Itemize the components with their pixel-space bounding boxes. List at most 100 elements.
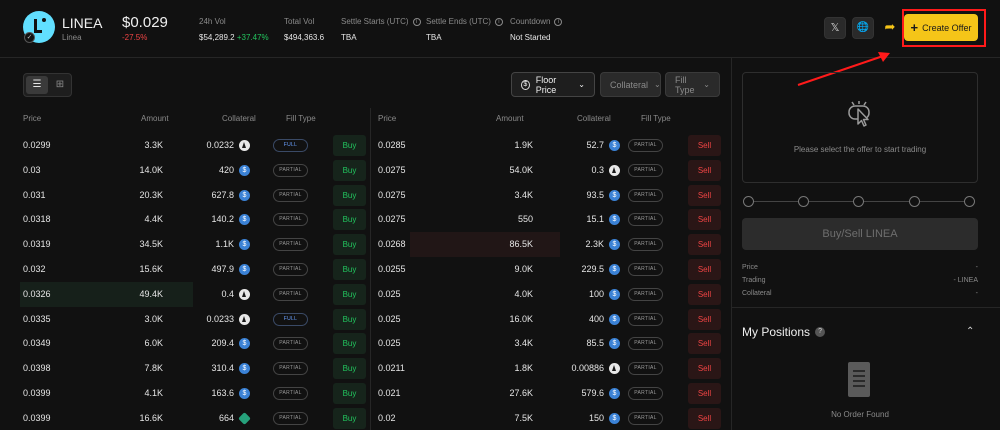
sell-order-row[interactable]: 0.025 4.0K 100 PARTIAL Sell (370, 282, 730, 307)
slider-step-50[interactable] (853, 196, 864, 207)
fill-type-dropdown[interactable]: Fill Type ⌄ (665, 72, 720, 97)
order-amount: 27.6K (509, 388, 533, 398)
sell-button[interactable]: Sell (688, 209, 721, 231)
sell-order-row[interactable]: 0.0255 9.0K 229.5 PARTIAL Sell (370, 257, 730, 282)
sell-button[interactable]: Sell (688, 407, 721, 429)
buy-button[interactable]: Buy (333, 283, 366, 305)
order-amount: 4.0K (514, 288, 533, 299)
order-price: 0.025 (378, 288, 401, 299)
sell-button[interactable]: Sell (688, 184, 721, 206)
usdc-coin-icon (609, 264, 620, 275)
sell-button[interactable]: Sell (688, 383, 721, 404)
sell-button[interactable]: Sell (688, 308, 721, 330)
buy-button[interactable]: Buy (333, 184, 366, 206)
vol24-change: +37.47% (236, 33, 269, 42)
summary-collateral-label: Collateral (742, 290, 772, 297)
fill-type-filter-label: Fill Type (675, 74, 695, 95)
fill-type-badge: PARTIAL (628, 287, 663, 301)
chevron-up-icon[interactable]: ⌃ (966, 326, 975, 337)
info-icon[interactable]: i (412, 17, 421, 26)
settle-start-label: Settle Starts (UTC) (341, 17, 409, 26)
buy-order-row[interactable]: 0.0399 4.1K 163.6 PARTIAL Buy (0, 381, 366, 406)
eth-coin-icon (239, 288, 250, 300)
usdc-coin-icon (609, 140, 620, 151)
stat-label: 24h Vol (199, 17, 226, 26)
sell-order-row[interactable]: 0.021 27.6K 579.6 PARTIAL Sell (370, 381, 730, 406)
floor-price-dropdown[interactable]: $ Floor Price ⌄ (511, 72, 595, 97)
buy-order-row[interactable]: 0.0399 16.6K 664 PARTIAL Buy (0, 406, 366, 430)
list-view-icon[interactable]: ☰ (26, 76, 48, 94)
order-price: 0.0349 (23, 338, 51, 349)
buy-order-row[interactable]: 0.0349 6.0K 209.4 PARTIAL Buy (0, 331, 366, 356)
buy-order-row[interactable]: 0.0335 3.0K 0.0233 FULL Buy (0, 307, 366, 332)
fill-type-badge: PARTIAL (273, 213, 308, 227)
slider-step-75[interactable] (909, 196, 920, 207)
stat-total-vol: Total Vol $494,363.6 (284, 17, 324, 42)
sell-order-row[interactable]: 0.0275 550 15.1 PARTIAL Sell (370, 207, 730, 232)
sell-button[interactable]: Sell (688, 159, 721, 181)
slider-step-25[interactable] (798, 196, 809, 207)
collateral-dropdown[interactable]: Collateral ⌄ (600, 72, 661, 97)
buy-button[interactable]: Buy (333, 308, 366, 330)
sell-order-row[interactable]: 0.02 7.5K 150 PARTIAL Sell (370, 406, 730, 430)
x-social-icon[interactable]: 𝕏 (824, 17, 846, 39)
create-offer-button[interactable]: + Create Offer (904, 14, 978, 41)
sell-button[interactable]: Sell (688, 259, 721, 280)
buy-button[interactable]: Buy (333, 383, 366, 404)
globe-icon[interactable]: 🌐 (852, 17, 874, 39)
buy-button[interactable]: Buy (333, 259, 366, 280)
buy-button[interactable]: Buy (333, 209, 366, 231)
sell-order-row[interactable]: 0.0275 54.0K 0.3 PARTIAL Sell (370, 158, 730, 183)
fill-type-badge: FULL (273, 312, 308, 326)
buy-order-row[interactable]: 0.032 15.6K 497.9 PARTIAL Buy (0, 257, 366, 282)
share-icon[interactable]: ➦ (884, 19, 896, 34)
order-price: 0.0299 (23, 140, 51, 150)
buy-order-row[interactable]: 0.03 14.0K 420 PARTIAL Buy (0, 158, 366, 183)
buy-order-row[interactable]: 0.0319 34.5K 1.1K PARTIAL Buy (0, 232, 366, 257)
sell-order-row[interactable]: 0.0268 86.5K 2.3K PARTIAL Sell (370, 232, 730, 258)
sell-button[interactable]: Sell (688, 333, 721, 355)
sell-order-row[interactable]: 0.0211 1.8K 0.00886 PARTIAL Sell (370, 356, 730, 381)
buy-button[interactable]: Buy (333, 358, 366, 380)
col-amount: Amount (141, 114, 169, 123)
buy-order-row[interactable]: 0.0299 3.3K 0.0232 FULL Buy (0, 133, 366, 158)
order-collateral: 15.1 (586, 214, 604, 225)
buy-button[interactable]: Buy (333, 135, 366, 156)
order-price: 0.021 (378, 388, 401, 398)
sell-button[interactable]: Sell (688, 283, 721, 305)
buy-button[interactable]: Buy (333, 407, 366, 429)
sell-order-row[interactable]: 0.025 3.4K 85.5 PARTIAL Sell (370, 331, 730, 356)
buy-order-row[interactable]: 0.0318 4.4K 140.2 PARTIAL Buy (0, 207, 366, 232)
stat-settle-start: Settle Starts (UTC) i TBA (341, 17, 421, 42)
info-icon[interactable]: i (494, 17, 503, 26)
slider-step-100[interactable] (964, 196, 975, 207)
buy-order-row[interactable]: 0.0398 7.8K 310.4 PARTIAL Buy (0, 356, 366, 381)
settle-end-label: Settle Ends (UTC) (426, 17, 491, 26)
sell-order-row[interactable]: 0.0285 1.9K 52.7 PARTIAL Sell (370, 133, 730, 158)
grid-view-icon[interactable]: ⊞ (55, 79, 65, 90)
order-collateral: 497.9 (211, 264, 234, 274)
price-change: -27.5% (122, 33, 148, 42)
buy-sell-button[interactable]: Buy/Sell LINEA (742, 218, 978, 250)
sell-button[interactable]: Sell (688, 135, 721, 156)
order-collateral: 1.1K (215, 239, 234, 250)
buy-button[interactable]: Buy (333, 234, 366, 256)
sell-order-row[interactable]: 0.0275 3.4K 93.5 PARTIAL Sell (370, 183, 730, 208)
sell-button[interactable]: Sell (688, 358, 721, 380)
sell-button[interactable]: Sell (688, 234, 721, 256)
help-icon[interactable]: ? (815, 327, 826, 337)
info-icon[interactable]: i (554, 17, 563, 26)
buy-order-row[interactable]: 0.0326 49.4K 0.4 PARTIAL Buy (0, 281, 366, 307)
chevron-down-icon: ⌄ (654, 80, 661, 89)
order-amount: 7.8K (144, 363, 163, 374)
buy-button[interactable]: Buy (333, 333, 366, 355)
eth-coin-icon (239, 140, 250, 151)
slider-step-0[interactable] (743, 196, 754, 207)
dollar-icon: $ (521, 79, 530, 90)
buy-button[interactable]: Buy (333, 159, 366, 181)
usdc-coin-icon (609, 412, 620, 424)
orderbook-divider (370, 108, 371, 430)
sell-order-row[interactable]: 0.025 16.0K 400 PARTIAL Sell (370, 307, 730, 332)
buy-order-row[interactable]: 0.031 20.3K 627.8 PARTIAL Buy (0, 183, 366, 208)
